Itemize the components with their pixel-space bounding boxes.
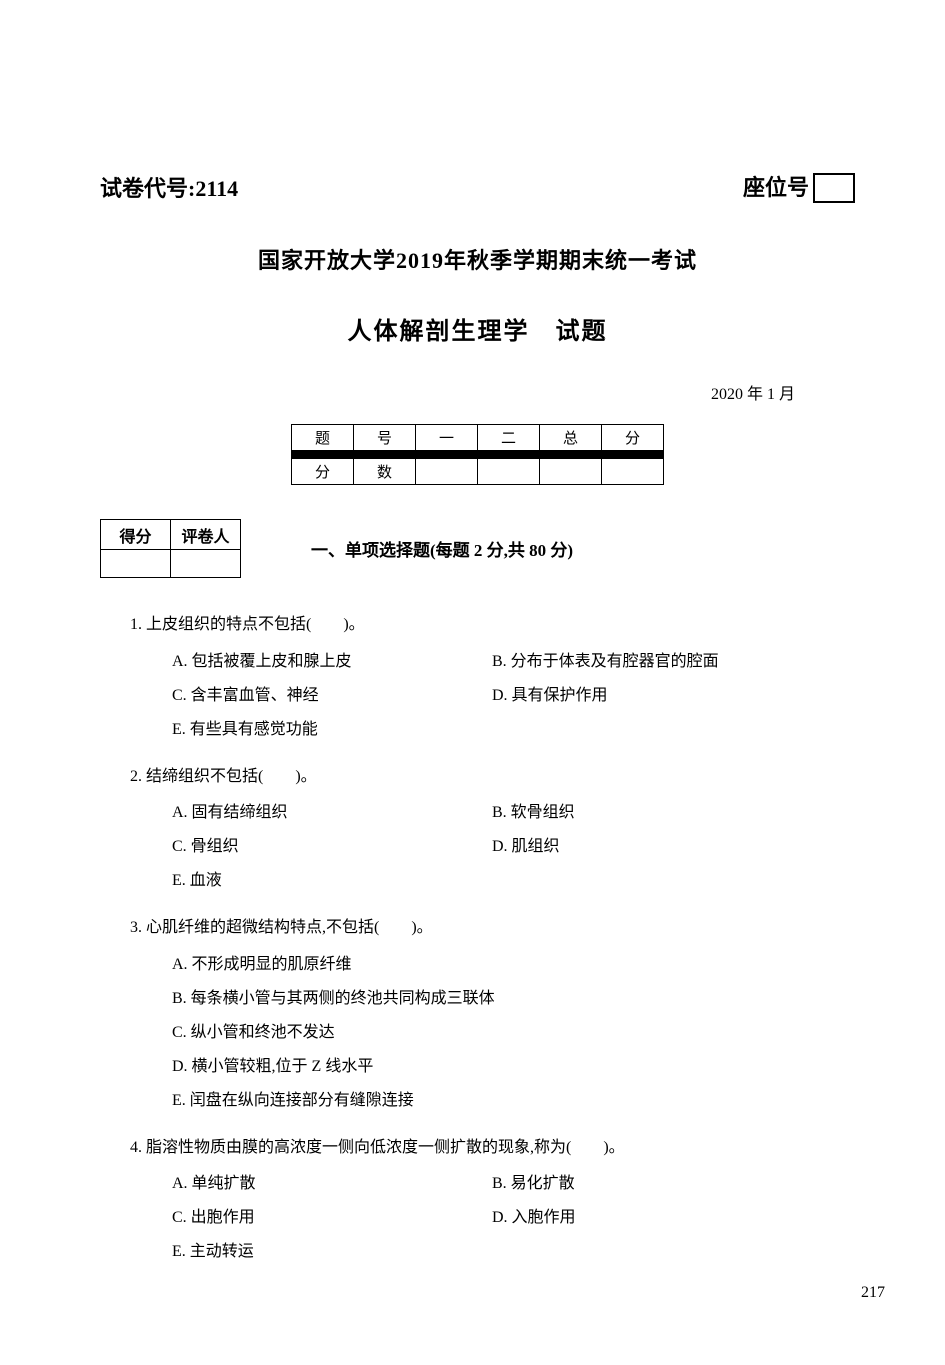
subject-name: 人体解剖生理学 [348, 319, 530, 345]
q3-stem: 3. 心肌纤维的超微结构特点,不包括( )。 [130, 915, 855, 941]
q4-opt-d: D. 入胞作用 [492, 1206, 855, 1230]
q3-opt-c: C. 纵小管和终池不发达 [172, 1021, 335, 1045]
header-row: 试卷代号:2114 座位号 [100, 170, 855, 203]
section-one-title: 一、单项选择题(每题 2 分,共 80 分) [311, 536, 573, 561]
score-col-total-1: 总 [540, 425, 602, 451]
q2-opt-e: E. 血液 [172, 869, 492, 893]
q4-opt-c: C. 出胞作用 [172, 1206, 492, 1230]
scorer-score-cell [101, 550, 171, 578]
seat-number: 座位号 [743, 170, 855, 203]
q4-opt-e: E. 主动转运 [172, 1240, 492, 1264]
score-r2-2: 数 [354, 459, 416, 485]
paper-code-label: 试卷代号: [100, 176, 195, 201]
score-cell-1 [416, 459, 478, 485]
score-col-1: 一 [416, 425, 478, 451]
q3-opt-b: B. 每条横小管与其两侧的终池共同构成三联体 [172, 987, 495, 1011]
q2-options: A. 固有结缔组织 B. 软骨组织 C. 骨组织 D. 肌组织 E. 血液 [172, 801, 855, 893]
q4-opt-a: A. 单纯扩散 [172, 1172, 492, 1196]
q3-opt-e: E. 闰盘在纵向连接部分有缝隙连接 [172, 1089, 414, 1113]
q2-stem: 2. 结缔组织不包括( )。 [130, 764, 855, 790]
score-r2-1: 分 [292, 459, 354, 485]
q4-options: A. 单纯扩散 B. 易化扩散 C. 出胞作用 D. 入胞作用 E. 主动转运 [172, 1172, 855, 1264]
q1-opt-d: D. 具有保护作用 [492, 684, 855, 708]
scorer-table: 得分 评卷人 [100, 519, 241, 578]
score-cell-2 [478, 459, 540, 485]
exam-page: 试卷代号:2114 座位号 国家开放大学2019年秋季学期期末统一考试 人体解剖… [0, 0, 945, 1326]
scorer-person-label: 评卷人 [171, 520, 241, 550]
question-3: 3. 心肌纤维的超微结构特点,不包括( )。 A. 不形成明显的肌原纤维 B. … [100, 915, 855, 1113]
score-cell-4 [602, 459, 664, 485]
score-th-1: 题 [292, 425, 354, 451]
q3-opt-d: D. 横小管较粗,位于 Z 线水平 [172, 1055, 373, 1079]
seat-label: 座位号 [743, 175, 809, 200]
question-1: 1. 上皮组织的特点不包括( )。 A. 包括被覆上皮和腺上皮 B. 分布于体表… [100, 612, 855, 742]
subject-title: 人体解剖生理学 试题 [100, 311, 855, 346]
seat-box [813, 173, 855, 203]
scorer-section-row: 得分 评卷人 一、单项选择题(每题 2 分,共 80 分) [100, 519, 855, 578]
q2-opt-a: A. 固有结缔组织 [172, 801, 492, 825]
subject-suffix: 试题 [556, 319, 608, 345]
question-4: 4. 脂溶性物质由膜的高浓度一侧向低浓度一侧扩散的现象,称为( )。 A. 单纯… [100, 1135, 855, 1265]
exam-date: 2020 年 1 月 [100, 380, 855, 404]
q1-options: A. 包括被覆上皮和腺上皮 B. 分布于体表及有腔器官的腔面 C. 含丰富血管、… [172, 650, 855, 742]
q4-stem: 4. 脂溶性物质由膜的高浓度一侧向低浓度一侧扩散的现象,称为( )。 [130, 1135, 855, 1161]
q1-opt-c: C. 含丰富血管、神经 [172, 684, 492, 708]
q4-opt-b: B. 易化扩散 [492, 1172, 855, 1196]
score-cell-3 [540, 459, 602, 485]
q3-options: A. 不形成明显的肌原纤维 B. 每条横小管与其两侧的终池共同构成三联体 C. … [172, 953, 855, 1113]
q2-opt-d: D. 肌组织 [492, 835, 855, 859]
question-2: 2. 结缔组织不包括( )。 A. 固有结缔组织 B. 软骨组织 C. 骨组织 … [100, 764, 855, 894]
paper-code-value: 2114 [195, 176, 238, 201]
score-th-2: 号 [354, 425, 416, 451]
q2-opt-b: B. 软骨组织 [492, 801, 855, 825]
q1-opt-b: B. 分布于体表及有腔器官的腔面 [492, 650, 855, 674]
university-title: 国家开放大学2019年秋季学期期末统一考试 [100, 243, 855, 275]
paper-code: 试卷代号:2114 [100, 171, 238, 203]
q1-stem: 1. 上皮组织的特点不包括( )。 [130, 612, 855, 638]
q1-opt-e: E. 有些具有感觉功能 [172, 718, 492, 742]
q2-opt-c: C. 骨组织 [172, 835, 492, 859]
page-number: 217 [861, 1284, 885, 1302]
score-col-total-2: 分 [602, 425, 664, 451]
scorer-score-label: 得分 [101, 520, 171, 550]
q3-opt-a: A. 不形成明显的肌原纤维 [172, 953, 352, 977]
scorer-person-cell [171, 550, 241, 578]
score-col-2: 二 [478, 425, 540, 451]
q1-opt-a: A. 包括被覆上皮和腺上皮 [172, 650, 492, 674]
score-summary-table: 题 号 一 二 总 分 分 数 [291, 424, 664, 485]
